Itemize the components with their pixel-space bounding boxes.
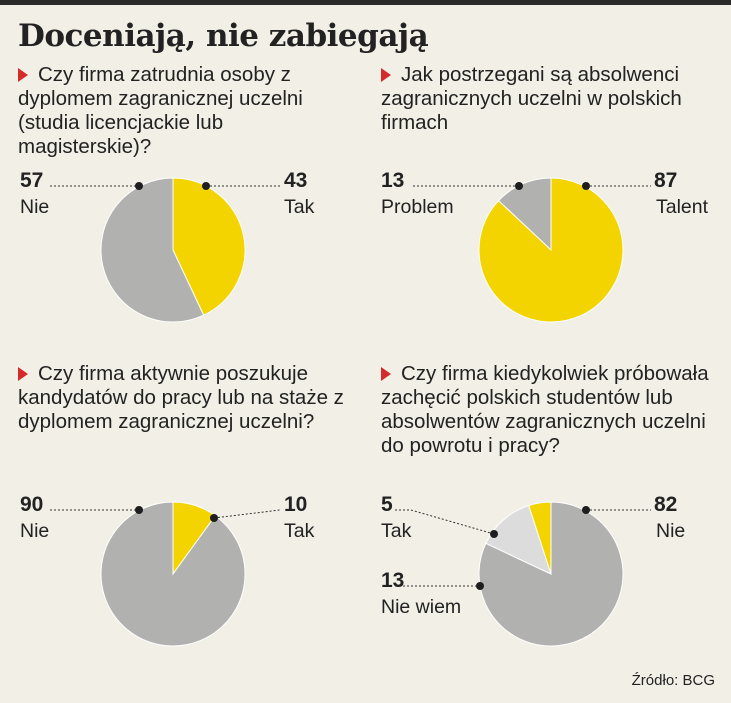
page-title: Doceniają, nie zabiegają bbox=[18, 18, 429, 54]
leader-dot-tak bbox=[202, 182, 210, 190]
pie-chart-2 bbox=[413, 177, 651, 323]
category-label-problem: Problem bbox=[381, 196, 454, 218]
red-triangle-icon bbox=[381, 367, 391, 381]
category-label-tak: Tak bbox=[381, 520, 412, 542]
pie-slice-tak bbox=[528, 501, 552, 575]
pie-slice-nie-wiem bbox=[485, 504, 552, 575]
category-label-tak: Tak bbox=[284, 520, 315, 542]
red-triangle-icon bbox=[381, 68, 391, 82]
pie-slice-tak bbox=[172, 177, 246, 316]
value-label-talent: 87 bbox=[654, 169, 678, 192]
value-label-nie: 57 bbox=[20, 169, 44, 192]
category-label-nie: Nie bbox=[20, 196, 50, 218]
value-label-tak: 5 bbox=[381, 493, 393, 516]
category-label-nie: Nie bbox=[20, 520, 50, 542]
pie-chart-3 bbox=[50, 501, 281, 647]
value-label-nie: 82 bbox=[654, 493, 678, 516]
value-label-nie: 90 bbox=[20, 493, 44, 516]
chart-panel-3: Czy firma aktywnie poszukuje kandydatów … bbox=[18, 362, 358, 662]
chart-panel-2: Jak postrzegani są absolwenci zagraniczn… bbox=[381, 63, 721, 333]
leader-dot-problem bbox=[515, 182, 523, 190]
leader-dot-nie-wiem bbox=[476, 582, 484, 590]
value-label-nie-wiem: 13 bbox=[381, 569, 405, 592]
leader-dot-nie bbox=[582, 506, 590, 514]
chart-panel-1: Czy firma zatrudnia osoby z dyplomem zag… bbox=[18, 63, 358, 333]
pie-chart-4 bbox=[395, 501, 651, 647]
question-2: Jak postrzegani są absolwenci zagraniczn… bbox=[381, 63, 682, 134]
leader-dot-tak bbox=[490, 530, 498, 538]
chart-panel-4: Czy firma kiedykolwiek próbowała zachęci… bbox=[381, 362, 721, 662]
leader-dot-nie bbox=[135, 506, 143, 514]
top-rule bbox=[0, 0, 731, 5]
pie-slice-nie bbox=[100, 501, 246, 647]
source-note: Źródło: BCG bbox=[631, 672, 715, 689]
leader-line-tak bbox=[213, 509, 281, 519]
value-label-tak: 10 bbox=[284, 493, 308, 516]
category-label-tak: Tak bbox=[284, 196, 315, 218]
question-3: Czy firma aktywnie poszukuje kandydatów … bbox=[18, 362, 344, 433]
pie-slice-talent bbox=[478, 177, 624, 323]
pie-chart-1 bbox=[50, 177, 280, 323]
leader-dot-tak bbox=[210, 514, 218, 522]
red-triangle-icon bbox=[18, 367, 28, 381]
leader-line-tak bbox=[395, 509, 495, 535]
red-triangle-icon bbox=[18, 68, 28, 82]
category-label-nie-wiem: Nie wiem bbox=[381, 596, 462, 618]
leader-dot-nie bbox=[135, 182, 143, 190]
leader-dot-talent bbox=[582, 182, 590, 190]
question-1: Czy firma zatrudnia osoby z dyplomem zag… bbox=[18, 63, 303, 158]
value-label-problem: 13 bbox=[381, 169, 405, 192]
category-label-talent: Talent bbox=[656, 196, 709, 218]
value-label-tak: 43 bbox=[284, 169, 308, 192]
question-4: Czy firma kiedykolwiek próbowała zachęci… bbox=[381, 362, 709, 457]
category-label-nie: Nie bbox=[656, 520, 686, 542]
